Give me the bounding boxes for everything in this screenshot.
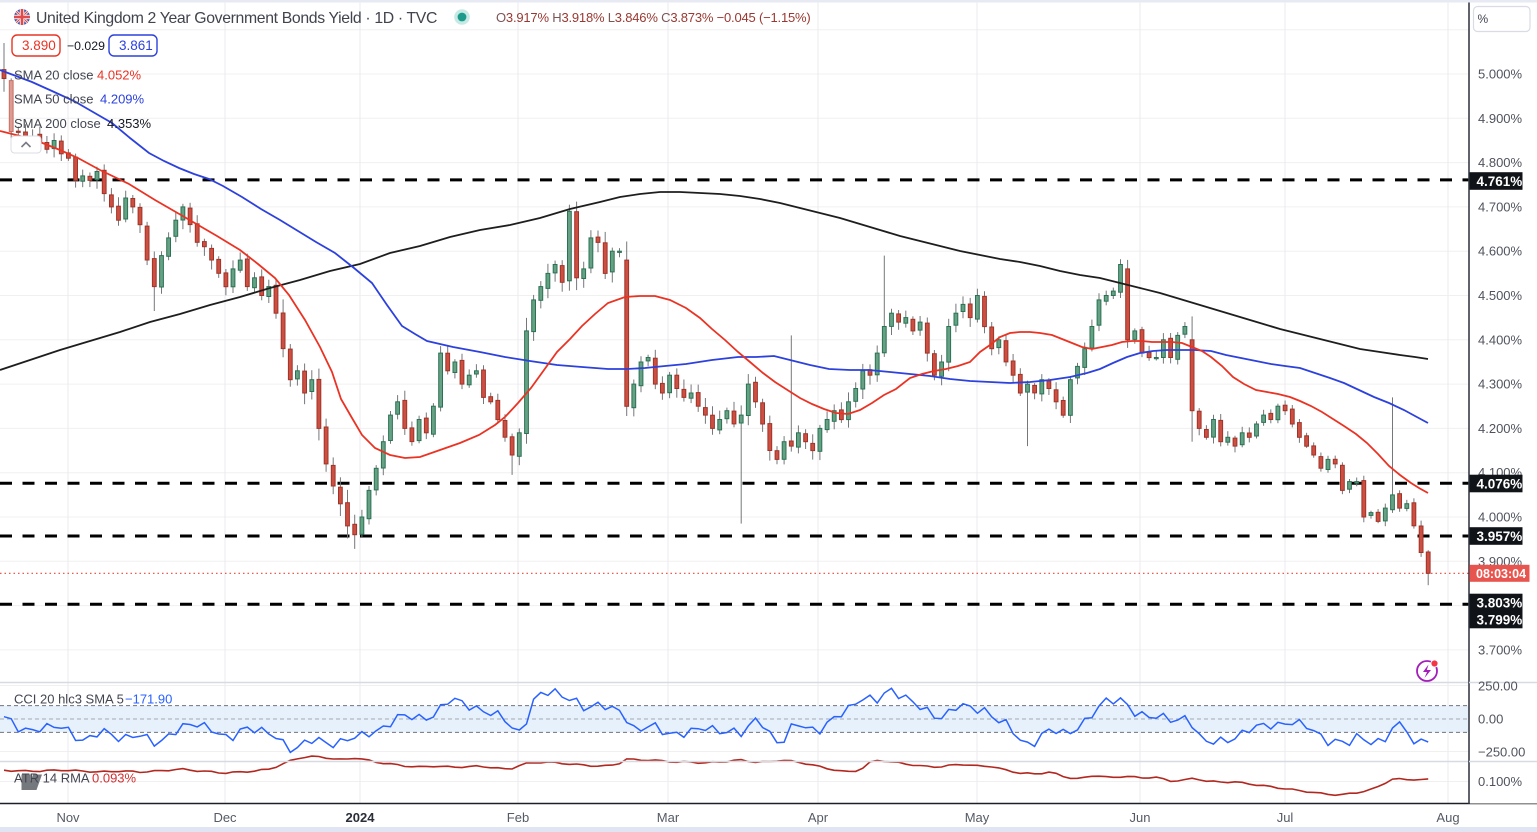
svg-text:−0.029: −0.029: [67, 39, 105, 53]
svg-text:3.861: 3.861: [119, 38, 153, 53]
svg-text:Jun: Jun: [1130, 810, 1151, 825]
svg-text:0.00: 0.00: [1478, 712, 1503, 727]
svg-text:5.000%: 5.000%: [1478, 67, 1523, 82]
svg-text:4.300%: 4.300%: [1478, 377, 1523, 392]
svg-text:4.353%: 4.353%: [107, 116, 152, 131]
svg-text:%: %: [1478, 12, 1489, 26]
svg-text:Nov: Nov: [56, 810, 80, 825]
svg-text:May: May: [965, 810, 990, 825]
svg-text:4.209%: 4.209%: [100, 92, 145, 107]
svg-text:4.900%: 4.900%: [1478, 111, 1523, 126]
svg-text:250.00: 250.00: [1478, 679, 1518, 694]
svg-text:4.761%: 4.761%: [1477, 174, 1523, 189]
svg-text:4.052%: 4.052%: [97, 68, 142, 83]
svg-text:4.200%: 4.200%: [1478, 421, 1523, 436]
svg-text:−250.00: −250.00: [1478, 745, 1525, 760]
svg-text:Feb: Feb: [507, 810, 529, 825]
svg-text:4.600%: 4.600%: [1478, 244, 1523, 259]
svg-text:2024: 2024: [346, 810, 376, 825]
svg-text:Dec: Dec: [213, 810, 237, 825]
svg-text:SMA 20 close: SMA 20 close: [14, 68, 94, 83]
svg-text:4.076%: 4.076%: [1477, 476, 1523, 491]
svg-text:3.700%: 3.700%: [1478, 642, 1523, 657]
svg-text:3.957%: 3.957%: [1477, 529, 1523, 544]
svg-text:SMA 50 close: SMA 50 close: [14, 92, 94, 107]
svg-text:SMA 200 close: SMA 200 close: [14, 116, 101, 131]
svg-text:3.890: 3.890: [22, 38, 56, 53]
svg-text:Aug: Aug: [1436, 810, 1459, 825]
svg-text:Jul: Jul: [1277, 810, 1294, 825]
svg-text:CCI 20 hlc3 SMA 5: CCI 20 hlc3 SMA 5: [14, 692, 124, 707]
svg-text:4.800%: 4.800%: [1478, 155, 1523, 170]
svg-text:08:03:04: 08:03:04: [1476, 567, 1526, 581]
svg-text:0.100%: 0.100%: [1478, 774, 1523, 789]
svg-text:Mar: Mar: [657, 810, 680, 825]
svg-text:−171.90: −171.90: [125, 692, 172, 707]
svg-text:0.093%: 0.093%: [92, 771, 137, 786]
svg-text:Apr: Apr: [808, 810, 829, 825]
svg-text:4.400%: 4.400%: [1478, 332, 1523, 347]
svg-text:4.500%: 4.500%: [1478, 288, 1523, 303]
svg-text:4.000%: 4.000%: [1478, 510, 1523, 525]
svg-text:4.700%: 4.700%: [1478, 199, 1523, 214]
svg-text:O3.917% H3.918% L3.846% C3.873: O3.917% H3.918% L3.846% C3.873% −0.045 (…: [496, 10, 811, 25]
svg-text:United Kingdom 2 Year Governme: United Kingdom 2 Year Government Bonds Y…: [36, 10, 437, 27]
svg-text:3.799%: 3.799%: [1477, 612, 1523, 627]
svg-text:3.803%: 3.803%: [1477, 595, 1523, 610]
svg-text:ATR 14 RMA: ATR 14 RMA: [14, 771, 90, 786]
